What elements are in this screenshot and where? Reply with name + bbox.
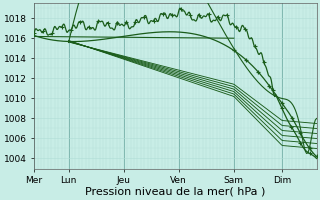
X-axis label: Pression niveau de la mer( hPa ): Pression niveau de la mer( hPa ) <box>85 187 266 197</box>
